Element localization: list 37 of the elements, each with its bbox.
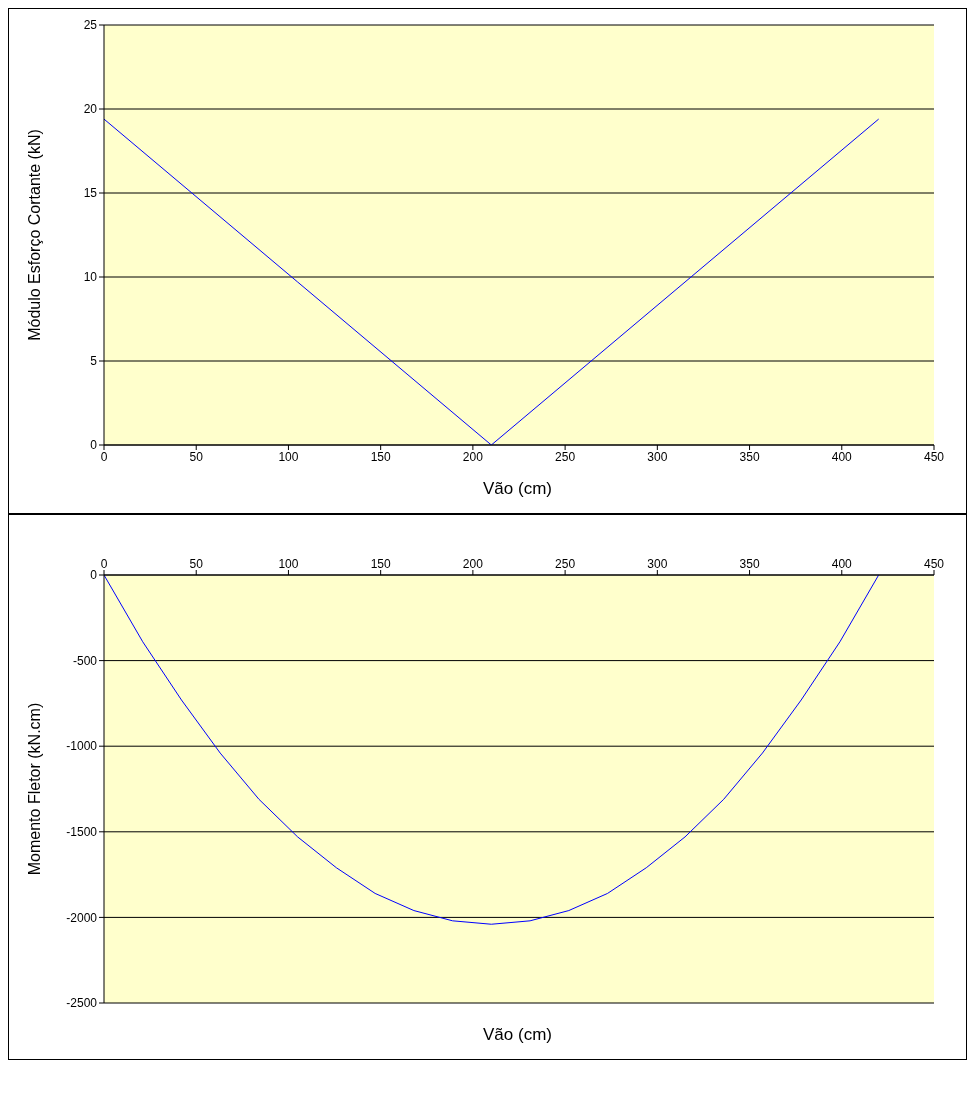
x-tick-label: 300 — [647, 557, 668, 571]
x-tick-label: 100 — [278, 557, 299, 571]
y-tick-label: -500 — [72, 653, 98, 668]
x-tick-label: 0 — [100, 557, 108, 571]
x-tick-label: 50 — [189, 449, 204, 464]
y-tick-label: 25 — [83, 18, 98, 33]
y-axis-title: Módulo Esforço Cortante (kN) — [25, 129, 43, 341]
x-axis-title: Vão (cm) — [482, 479, 553, 500]
x-tick-label: 0 — [100, 449, 108, 464]
x-tick-label: 200 — [462, 449, 484, 464]
x-tick-label: 400 — [831, 557, 853, 571]
y-axis-title: Momento Fletor (kN.cm) — [25, 702, 43, 876]
x-tick-label: 50 — [189, 557, 204, 571]
line-series — [104, 575, 880, 925]
x-tick-label: 450 — [923, 449, 945, 464]
x-tick-label: 250 — [555, 557, 576, 571]
y-tick-label: -2500 — [66, 996, 98, 1011]
y-tick-label: -1500 — [66, 825, 98, 840]
y-tick-label: 5 — [90, 354, 98, 369]
x-tick-label: 100 — [278, 449, 299, 464]
x-tick-label: 150 — [370, 449, 391, 464]
x-tick-label: 150 — [370, 557, 391, 571]
x-tick-label: 250 — [555, 449, 576, 464]
y-tick-label: 10 — [83, 270, 98, 285]
x-tick-label: 450 — [923, 557, 945, 571]
y-tick-label: 0 — [90, 438, 98, 453]
x-tick-label: 350 — [739, 557, 760, 571]
y-tick-label: 15 — [83, 186, 98, 201]
x-tick-label: 200 — [462, 557, 484, 571]
x-tick-label: 400 — [831, 449, 853, 464]
x-tick-label: 300 — [647, 449, 668, 464]
y-tick-label: 0 — [90, 568, 98, 583]
y-tick-label: 20 — [83, 102, 98, 117]
y-tick-label: -2000 — [66, 910, 98, 925]
x-axis-title: Vão (cm) — [482, 1024, 553, 1046]
y-tick-label: -1000 — [66, 739, 98, 754]
x-tick-label: 350 — [739, 449, 760, 464]
